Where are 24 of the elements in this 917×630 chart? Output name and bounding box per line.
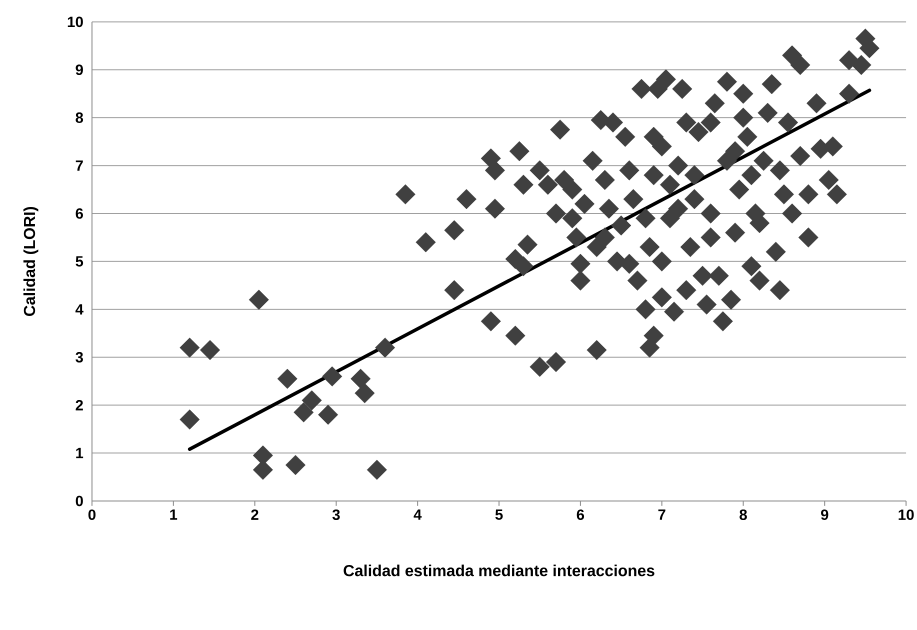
x-tick-label: 3 xyxy=(332,509,340,520)
x-tick-label: 10 xyxy=(898,509,914,520)
x-tick-label: 4 xyxy=(414,509,422,520)
x-tick-label: 0 xyxy=(88,509,96,520)
y-tick-label: 0 xyxy=(76,496,83,506)
y-tick-label: 3 xyxy=(76,352,83,362)
x-tick-label: 1 xyxy=(170,509,178,520)
y-tick-label: 7 xyxy=(76,160,83,171)
y-tick-label: 10 xyxy=(68,16,83,28)
y-axis-title: Calidad (LORI) xyxy=(23,206,38,316)
y-tick-label: 9 xyxy=(76,64,83,75)
x-tick-label: 2 xyxy=(251,509,258,520)
y-tick-label: 4 xyxy=(75,304,84,314)
y-tick-label: 5 xyxy=(76,256,84,267)
x-tick-label: 6 xyxy=(576,509,584,520)
x-tick-label: 8 xyxy=(740,509,747,520)
y-tick-label: 8 xyxy=(76,112,84,123)
y-tick-label: 6 xyxy=(76,208,83,219)
y-tick-label: 1 xyxy=(76,448,84,458)
x-tick-label: 7 xyxy=(658,509,666,520)
x-tick-label: 9 xyxy=(821,509,828,520)
y-tick-label: 2 xyxy=(76,400,83,410)
x-axis-title: Calidad estimada mediante interacciones xyxy=(344,564,654,576)
x-tick-label: 5 xyxy=(495,509,503,520)
